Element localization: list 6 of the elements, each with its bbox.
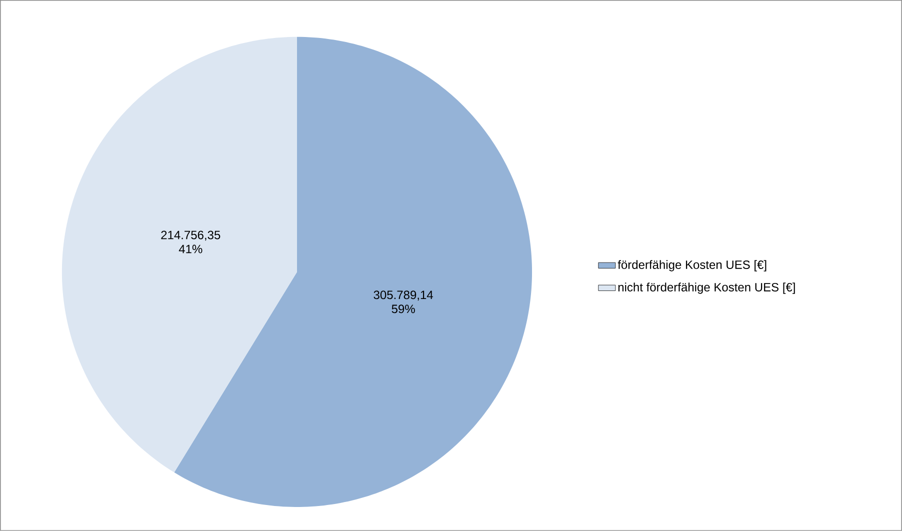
legend-label: förderfähige Kosten UES [€]	[618, 260, 766, 272]
data-label: 305.789,14	[374, 290, 433, 301]
legend-label: nicht förderfähige Kosten UES [€]	[618, 282, 795, 294]
data-label: 214.756,35	[161, 230, 220, 241]
text: 59%	[392, 304, 415, 314]
text: 41%	[178, 244, 202, 254]
